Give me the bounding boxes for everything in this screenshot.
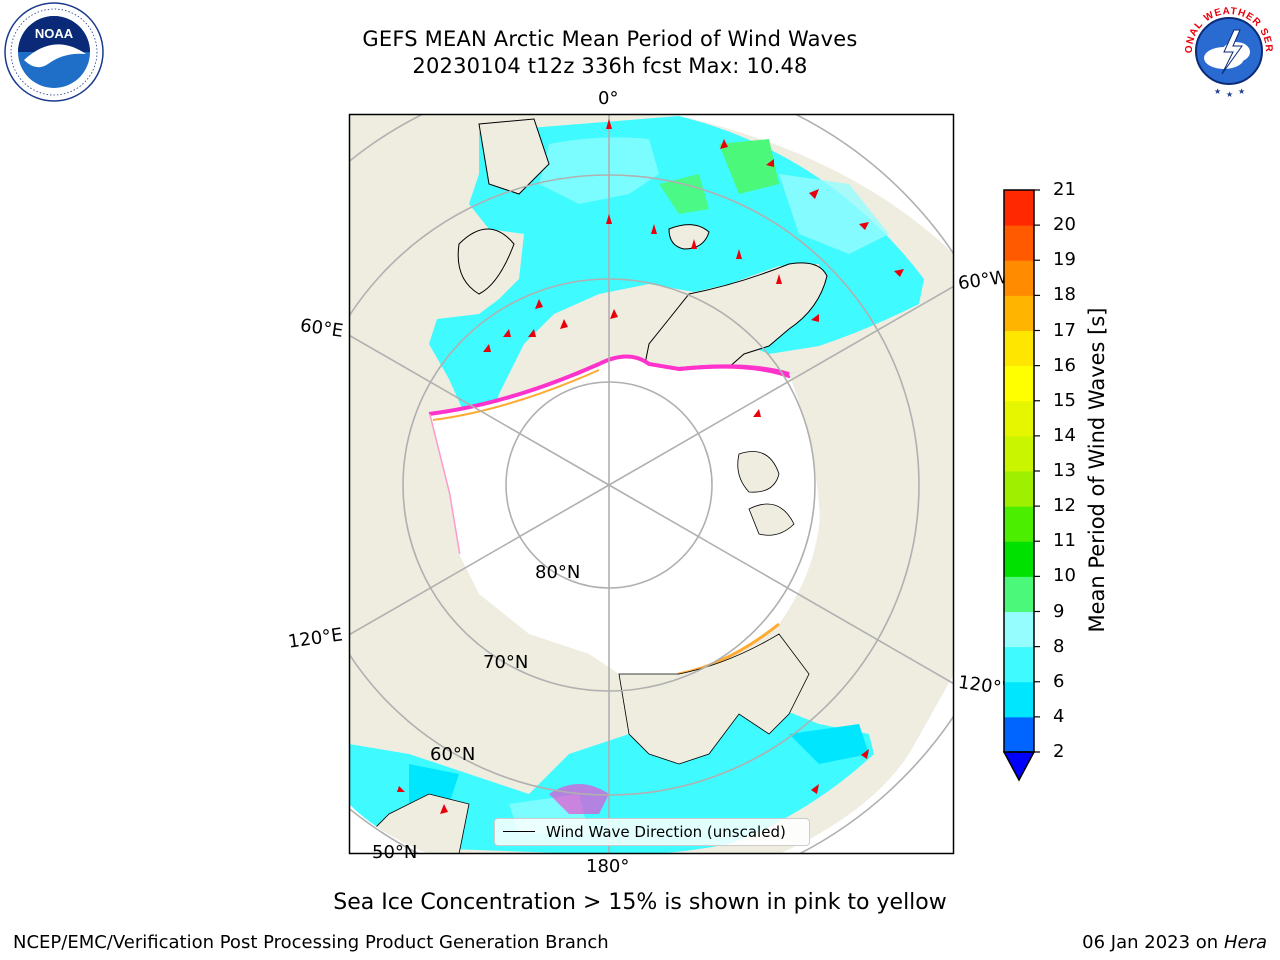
noaa-logo: NOAA (4, 2, 104, 102)
colorbar-tick-label: 6 (1053, 670, 1065, 692)
footer-date-text: 06 Jan 2023 on (1082, 932, 1224, 953)
lat-label-70: 70°N (483, 652, 529, 673)
lon-label-0: 0° (598, 88, 619, 109)
colorbar-segment (1004, 190, 1034, 226)
colorbar-tick-label: 13 (1053, 460, 1076, 481)
lat-label-50: 50°N (372, 842, 418, 863)
footer-host: Hera (1223, 932, 1267, 953)
colorbar-segment (1004, 541, 1034, 577)
wave-field-pacific (349, 704, 874, 854)
chart-subtitle: 20230104 t12z 336h fcst Max: 10.48 (412, 54, 808, 78)
footer-credit: NCEP/EMC/Verification Post Processing Pr… (13, 932, 609, 953)
noaa-logo-text: NOAA (35, 26, 74, 41)
colorbar-segment (1004, 646, 1034, 683)
lon-label-180: 180° (586, 856, 630, 877)
colorbar-segment (1004, 576, 1034, 612)
greenland (638, 262, 828, 400)
siberia (349, 414, 649, 794)
wind-wave-arrows (397, 119, 904, 814)
map-legend: Wind Wave Direction (unscaled) (494, 818, 810, 846)
graticule (349, 114, 954, 854)
colorbar-segment (1004, 260, 1034, 296)
colorbar-tick-label: 21 (1053, 179, 1076, 200)
lon-label-120e: 120°E (286, 624, 344, 653)
colorbar-tick-label: 2 (1053, 741, 1065, 762)
colorbar-segment (1004, 295, 1034, 331)
colorbar-tick-label: 9 (1053, 600, 1065, 622)
colorbar-segment (1004, 225, 1034, 261)
colorbar-tick-label: 19 (1053, 249, 1076, 271)
colorbar-segment (1004, 400, 1034, 437)
colorbar-extend-triangle (1002, 751, 1036, 782)
colorbar-segment (1004, 611, 1034, 648)
colorbar-tick-label: 15 (1053, 389, 1076, 411)
sea-ice (429, 356, 821, 694)
colorbar-segment (1004, 365, 1034, 402)
colorbar-tick-label: 10 (1053, 565, 1076, 587)
nws-logo: NATIONAL WEATHER SERVICE ★★★ (1178, 0, 1278, 100)
colorbar-tick-label: 12 (1053, 495, 1076, 517)
colorbar-segment (1004, 330, 1034, 367)
colorbar-segment (1004, 435, 1034, 472)
canada (769, 314, 954, 854)
footer-date: 06 Jan 2023 on Hera (1082, 932, 1267, 953)
colorbar-title: Mean Period of Wind Waves [s] (1085, 307, 1109, 633)
colorbar-tick-label: 11 (1053, 530, 1076, 552)
colorbar-tick-label: 14 (1053, 424, 1076, 446)
colorbar-segment (1004, 506, 1034, 542)
lat-label-60: 60°N (430, 744, 476, 765)
legend-label: Wind Wave Direction (unscaled) (546, 823, 786, 841)
arctic-map (348, 113, 955, 855)
colorbar-tick-label: 16 (1053, 354, 1076, 376)
sea-ice-note: Sea Ice Concentration > 15% is shown in … (333, 890, 947, 915)
lat-label-80: 80°N (535, 562, 581, 583)
colorbar-segment (1004, 681, 1034, 718)
colorbar-tick-label: 8 (1053, 635, 1065, 657)
alaska (618, 633, 810, 765)
svg-text:★: ★ (1226, 90, 1233, 99)
legend-line-icon (503, 831, 535, 832)
colorbar-segment (1004, 471, 1034, 507)
chart-title: GEFS MEAN Arctic Mean Period of Wind Wav… (362, 27, 858, 51)
colorbar (1002, 189, 1040, 782)
colorbar-tick-label: 4 (1053, 705, 1065, 727)
lon-label-60e: 60°E (298, 315, 345, 342)
svg-text:★: ★ (1214, 87, 1221, 96)
colorbar-tick-label: 17 (1053, 319, 1076, 341)
colorbar-segment (1004, 716, 1034, 753)
svg-text:★: ★ (1238, 87, 1245, 96)
colorbar-tick-label: 18 (1053, 284, 1076, 306)
colorbar-tick-label: 20 (1053, 214, 1076, 236)
